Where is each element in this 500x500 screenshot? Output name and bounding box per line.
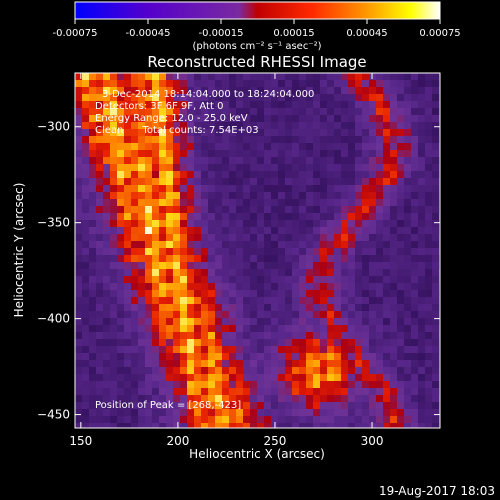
y-tick-label: −350: [37, 216, 70, 230]
plot-area: 150 200 250 300 −300 −350 −400 −450: [37, 72, 441, 448]
colorbar-unit-label: (photons cm⁻² s⁻¹ asec⁻²): [192, 41, 321, 52]
x-tick-label: 300: [361, 434, 384, 448]
colorbar-tick-label: -0.00015: [199, 28, 244, 39]
x-tick-label: 150: [69, 434, 92, 448]
x-tick-label: 200: [166, 434, 189, 448]
chart-title: Reconstructed RHESSI Image: [147, 53, 366, 71]
plot-frame: [74, 72, 441, 429]
colorbar-tick-label: -0.00075: [53, 28, 98, 39]
annotation-line-detectors: Detectors: 3F 6F 9F, Att 0: [95, 101, 223, 112]
annotation-line-time: 3-Dec-2014 18:14:04.000 to 18:24:04.000: [102, 89, 314, 100]
annotation-line-energy: Energy Range: 12.0 - 25.0 keV: [95, 113, 248, 124]
colorbar: -0.00075 -0.00045 -0.00015 0.00015 0.00045 0.…: [53, 1, 461, 52]
colorbar-tick-label: 0.00045: [346, 28, 387, 39]
colorbar-ticks: -0.00075 -0.00045 -0.00015 0.00015 0.00045 0.…: [53, 19, 461, 39]
peak-position-label: Position of Peak = [268,-423]: [95, 400, 241, 411]
y-tick-label: −450: [37, 408, 70, 422]
x-tick-label: 250: [264, 434, 287, 448]
footer-date: 19-Aug-2017 18:03: [379, 484, 495, 498]
colorbar-gradient: [74, 1, 441, 20]
annotation-block: 3-Dec-2014 18:14:04.000 to 18:24:04.000 …: [95, 89, 314, 136]
x-axis-label: Heliocentric X (arcsec): [189, 447, 325, 461]
y-tick-label: −400: [37, 312, 70, 326]
y-tick-label: −300: [37, 120, 70, 134]
colorbar-tick-label: -0.00045: [126, 28, 171, 39]
colorbar-tick-label: 0.00015: [273, 28, 314, 39]
axis-ticks: 150 200 250 300 −300 −350 −400 −450: [37, 73, 440, 448]
annotation-line-clean: Clean Total counts: 7.54E+03: [95, 125, 259, 136]
colorbar-tick-label: 0.00075: [419, 28, 460, 39]
heatmap-image: [75, 73, 440, 428]
y-axis-label: Heliocentric Y (arcsec): [12, 183, 26, 318]
